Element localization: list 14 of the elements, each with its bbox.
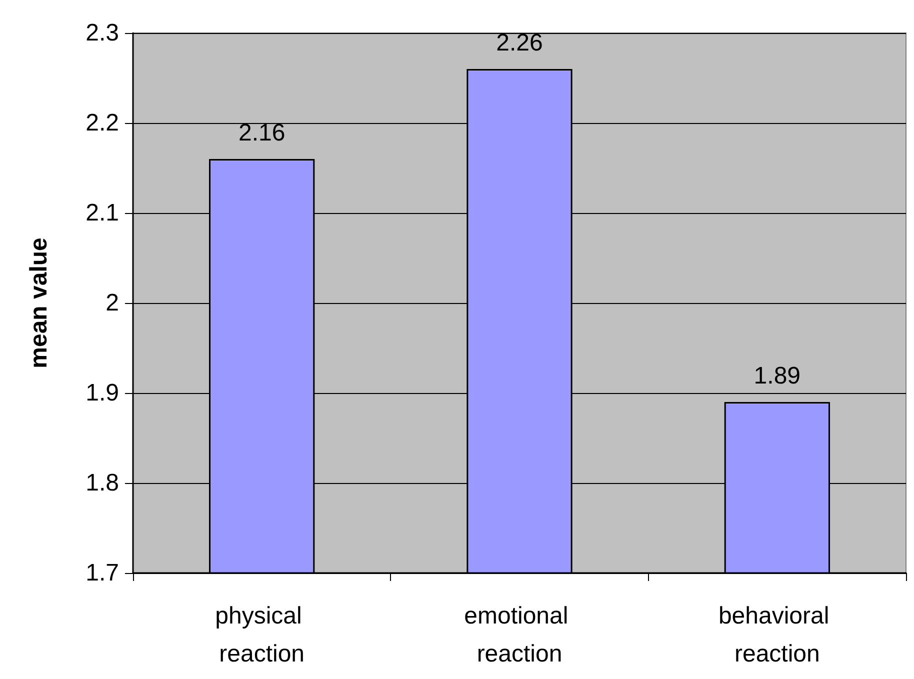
- x-tick-label: behavioral reaction: [718, 602, 836, 668]
- y-tick-label: 2.1: [86, 200, 119, 226]
- y-tick-label: 2.3: [86, 20, 119, 46]
- y-axis-title: mean value: [26, 238, 52, 368]
- y-tick-label: 1.9: [86, 380, 119, 406]
- y-tick-label: 2.2: [86, 110, 119, 136]
- x-tick-label: physical reaction: [215, 602, 309, 668]
- y-tick-label: 1.7: [86, 560, 119, 586]
- x-tick-label: emotional reaction: [464, 602, 575, 668]
- y-tick-label: 1.8: [86, 470, 119, 496]
- data-label: 1.89: [754, 362, 801, 390]
- y-tick-label: 2: [106, 290, 119, 316]
- data-label: 2.16: [238, 120, 286, 146]
- data-label: 2.26: [496, 30, 543, 56]
